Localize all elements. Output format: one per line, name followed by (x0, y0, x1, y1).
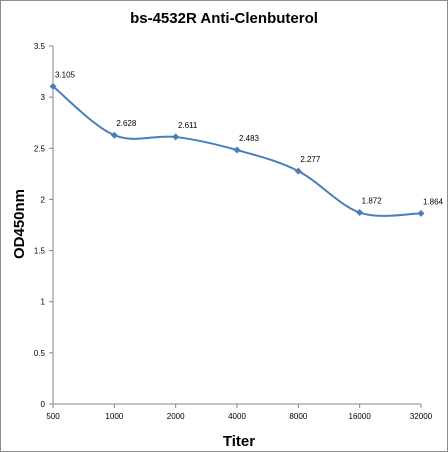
data-label: 1.872 (362, 197, 383, 206)
axes (49, 45, 422, 408)
x-tick-label: 1000 (105, 412, 123, 421)
y-tick-label: 0.5 (34, 349, 46, 358)
data-label: 2.628 (116, 119, 137, 128)
data-point-marker (356, 209, 364, 217)
data-label: 2.277 (300, 155, 321, 164)
y-tick-label: 0 (41, 400, 46, 409)
data-point-marker (110, 131, 118, 139)
x-axis-title: Titer (223, 433, 255, 450)
data-labels: 3.105 2.628 2.611 2.483 2.277 1.872 1.864 (55, 70, 444, 206)
x-tick-label: 2000 (167, 412, 185, 421)
chart-title: bs-4532R Anti-Clenbuterol (130, 10, 318, 27)
y-tick-label: 3.5 (34, 42, 46, 51)
x-tick-label: 4000 (228, 412, 246, 421)
x-tick-label: 32000 (410, 412, 433, 421)
x-tick-label: 500 (46, 412, 60, 421)
y-tick-label: 2 (41, 195, 46, 204)
data-point-marker (172, 133, 180, 141)
y-tick-label: 1 (41, 298, 46, 307)
data-label: 2.611 (178, 121, 198, 130)
y-tick-labels: 0 0.5 1 1.5 2 2.5 3 3.5 (34, 42, 46, 409)
y-tick-label: 3 (41, 93, 46, 102)
data-label: 1.864 (423, 197, 444, 206)
series-group (49, 82, 425, 217)
data-point-marker (294, 167, 302, 175)
data-label: 3.105 (55, 70, 76, 79)
data-point-marker (417, 209, 425, 217)
y-tick-label: 1.5 (34, 247, 46, 256)
y-axis-title: OD450nm (11, 189, 28, 259)
data-point-marker (49, 82, 57, 90)
x-tick-label: 8000 (289, 412, 307, 421)
y-tick-label: 2.5 (34, 144, 46, 153)
data-label: 2.483 (239, 134, 260, 143)
data-point-marker (233, 146, 241, 154)
x-tick-labels: 500 1000 2000 4000 8000 16000 32000 (46, 412, 432, 421)
x-tick-label: 16000 (349, 412, 372, 421)
